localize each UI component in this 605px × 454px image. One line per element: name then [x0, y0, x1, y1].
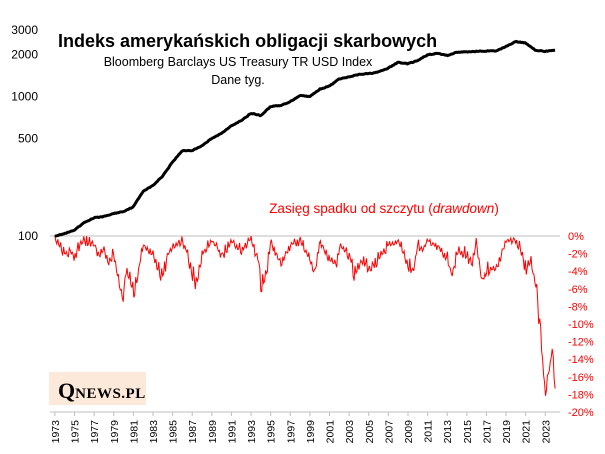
x-tick-label: 2001 — [325, 420, 337, 444]
x-tick-label: 1987 — [187, 420, 199, 444]
x-tick-label: 2007 — [383, 420, 395, 444]
x-tick-label: 2015 — [462, 420, 474, 444]
qnews-logo: QNEWS.PL — [58, 378, 146, 404]
drawdown-y-tick-label: 0% — [568, 231, 584, 243]
index-y-tick-label: 3000 — [11, 23, 38, 37]
drawdown-series-line — [54, 235, 556, 396]
drawdown-y-tick-label: -8% — [568, 301, 588, 313]
logo-rest: NEWS.PL — [75, 386, 146, 402]
x-tick-label: 2019 — [501, 420, 513, 444]
x-tick-label: 1997 — [285, 420, 297, 444]
chart-title: Indeks amerykańskich obligacji skarbowyc… — [58, 31, 437, 51]
logo-background — [49, 372, 146, 405]
x-tick-label: 1985 — [168, 420, 180, 444]
index-line-layer — [54, 39, 556, 238]
x-tick-label: 1973 — [50, 420, 62, 444]
x-tick-label: 1989 — [207, 420, 219, 444]
x-tick-label: 1975 — [70, 420, 82, 444]
x-tick-label: 1993 — [246, 420, 258, 444]
x-tick-label: 2011 — [423, 420, 435, 443]
drawdown-title-italic: drawdown — [433, 201, 495, 216]
x-tick-label: 2023 — [540, 420, 552, 444]
chart-subtitle: Bloomberg Barclays US Treasury TR USD In… — [104, 55, 373, 69]
x-tick-label: 1983 — [148, 420, 160, 444]
drawdown-y-tick-label: -2% — [568, 249, 588, 261]
drawdown-y-tick-label: -14% — [568, 354, 594, 366]
x-tick-label: 2021 — [521, 420, 533, 444]
x-tick-label: 2009 — [403, 420, 415, 444]
drawdown-y-tick-label: -12% — [568, 337, 594, 349]
x-tick-label: 1981 — [128, 420, 140, 444]
x-tick-label: 2003 — [344, 420, 356, 444]
x-tick-label: 1995 — [266, 420, 278, 444]
axes-layer: 100 500 1000 2000 3000 0% -2% -4% -6% -8% -10% -12%… — [11, 23, 594, 443]
drawdown-y-tick-label: -18% — [568, 389, 594, 401]
index-y-tick-label: 2000 — [11, 48, 38, 62]
drawdown-y-tick-label: -20% — [568, 407, 594, 419]
index-series-line — [54, 39, 556, 238]
drawdown-layer — [54, 235, 556, 396]
index-y-tick-label: 500 — [18, 132, 38, 146]
drawdown-y-tick-label: -10% — [568, 319, 594, 331]
x-tick-label: 2013 — [442, 420, 454, 444]
x-tick-label: 1977 — [89, 420, 101, 444]
drawdown-title: Zasięg spadku od szczytu (drawdown) — [269, 201, 499, 216]
drawdown-title-close: ) — [494, 201, 499, 216]
x-tick-label: 1999 — [305, 420, 317, 444]
drawdown-y-tick-label: -6% — [568, 284, 588, 296]
x-tick-label: 1991 — [226, 420, 238, 444]
logo-q: Q — [58, 378, 76, 403]
drawdown-y-tick-label: -4% — [568, 266, 588, 278]
text-layer: Indeks amerykańskich obligacji skarbowyc… — [58, 31, 499, 216]
index-y-tick-label: 1000 — [11, 90, 38, 104]
x-tick-label: 1979 — [109, 420, 121, 444]
index-y-tick-label: 100 — [18, 229, 38, 243]
x-tick-label: 2005 — [364, 420, 376, 444]
drawdown-y-tick-label: -16% — [568, 372, 594, 384]
chart-note: Dane tyg. — [211, 73, 265, 87]
x-tick-label: 2017 — [481, 420, 493, 444]
drawdown-title-main: Zasięg spadku od szczytu ( — [269, 201, 433, 216]
